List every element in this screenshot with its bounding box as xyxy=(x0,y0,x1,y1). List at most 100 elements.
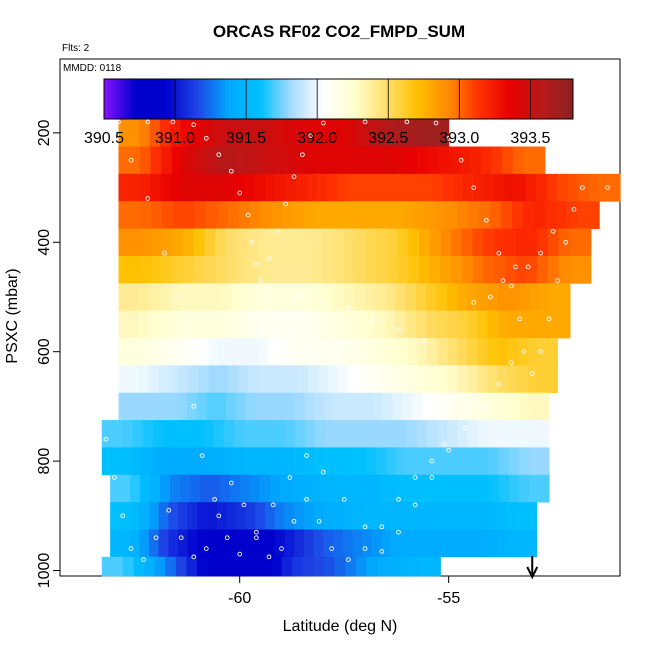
heatmap-cell xyxy=(385,283,397,312)
colorbar-segment xyxy=(170,79,175,119)
heatmap-cell xyxy=(386,228,399,257)
colorbar-segment xyxy=(244,79,250,119)
colorbar-segment xyxy=(502,79,508,119)
heatmap-cell xyxy=(509,392,521,421)
heatmap-cell xyxy=(254,447,265,476)
heatmap-cell xyxy=(369,201,382,229)
colorbar-segment xyxy=(213,79,218,119)
colorbar-segment xyxy=(455,79,461,119)
heatmap-cell xyxy=(165,556,177,577)
colorbar-segment xyxy=(154,79,160,119)
heatmap-cell xyxy=(497,338,509,366)
track-point xyxy=(308,133,314,138)
colorbar-segment xyxy=(166,79,171,119)
colorbar-segment xyxy=(393,79,398,119)
heatmap-cell xyxy=(264,420,276,448)
track-point xyxy=(346,557,351,562)
heatmap-cell xyxy=(557,173,569,202)
heatmap-cell xyxy=(305,420,316,448)
colorbar-segment xyxy=(557,79,562,119)
track-point xyxy=(521,349,527,355)
heatmap-cell xyxy=(243,173,255,202)
heatmap-cell xyxy=(424,201,436,229)
heatmap-cell xyxy=(442,173,454,202)
heatmap-cell xyxy=(489,201,502,229)
heatmap-cell xyxy=(559,310,571,339)
heatmap-cell xyxy=(369,474,381,503)
heatmap-cell xyxy=(477,447,489,476)
heatmap-cell xyxy=(162,447,174,476)
heatmap-cell xyxy=(238,201,251,229)
heatmap-cell xyxy=(343,255,356,284)
track-point xyxy=(304,497,309,502)
heatmap-cell xyxy=(377,338,389,366)
colorbar-segment xyxy=(268,79,273,119)
heatmap-cell xyxy=(215,255,227,284)
heatmap-cell xyxy=(333,283,345,312)
heatmap-cell xyxy=(118,173,130,202)
heatmap-cell xyxy=(235,392,247,421)
colorbar-segment xyxy=(326,79,332,119)
track-point xyxy=(483,218,489,223)
heatmap-cell xyxy=(327,365,339,394)
heatmap-cell xyxy=(427,365,439,394)
colorbar-segment xyxy=(459,79,465,119)
heatmap-cell xyxy=(411,392,423,421)
heatmap-cell xyxy=(461,255,474,284)
colorbar-segment xyxy=(201,79,207,119)
heatmap-cell xyxy=(268,338,279,366)
heatmap-cells xyxy=(101,119,621,577)
track-point xyxy=(300,152,305,158)
heatmap-cell xyxy=(502,146,514,175)
heatmap-cell xyxy=(193,420,205,448)
heatmap-cell xyxy=(152,420,164,448)
colorbar-segment xyxy=(236,79,242,119)
heatmap-cell xyxy=(172,255,184,284)
heatmap-cell xyxy=(138,338,150,366)
heatmap-cell xyxy=(538,420,550,448)
heatmap-cell xyxy=(354,255,366,284)
heatmap-cell xyxy=(292,310,304,339)
heatmap-cell xyxy=(120,474,131,503)
heatmap-cell xyxy=(515,255,527,284)
heatmap-cell xyxy=(323,529,334,558)
heatmap-cell xyxy=(258,228,270,257)
heatmap-cell xyxy=(319,474,331,503)
heatmap-cell xyxy=(298,338,309,366)
heatmap-cell xyxy=(187,502,198,530)
heatmap-cell xyxy=(382,392,394,421)
heatmap-cell xyxy=(110,502,121,530)
heatmap-cell xyxy=(497,529,508,558)
track-point xyxy=(166,507,172,513)
heatmap-cell xyxy=(172,228,184,257)
heatmap-cell xyxy=(409,474,420,503)
heatmap-cell xyxy=(397,255,409,284)
heatmap-cell xyxy=(327,173,339,202)
heatmap-cell xyxy=(352,502,363,530)
heatmap-cell xyxy=(278,338,289,366)
heatmap-cell xyxy=(512,146,525,175)
heatmap-cell xyxy=(128,338,140,366)
heatmap-cell xyxy=(367,338,379,366)
heatmap-cell xyxy=(457,310,468,339)
heatmap-cell xyxy=(110,474,121,503)
heatmap-cell xyxy=(439,474,450,503)
heatmap-cell xyxy=(197,502,208,530)
heatmap-cell xyxy=(274,502,286,530)
heatmap-cell xyxy=(171,146,184,175)
heatmap-cell xyxy=(236,502,247,530)
heatmap-cell xyxy=(293,119,305,147)
heatmap-cell xyxy=(149,283,161,312)
heatmap-cell xyxy=(262,283,273,312)
colorbar-tick-label: 390.5 xyxy=(84,130,124,147)
heatmap-cell xyxy=(415,310,427,339)
heatmap-cell xyxy=(369,173,381,202)
heatmap-cell xyxy=(364,310,376,339)
track-point xyxy=(346,305,351,311)
heatmap-cell xyxy=(292,283,304,312)
heatmap-cell xyxy=(249,556,262,577)
heatmap-cell xyxy=(161,146,173,175)
heatmap-cell xyxy=(152,447,164,476)
heatmap-cell xyxy=(265,502,276,530)
heatmap-cell xyxy=(518,420,530,448)
